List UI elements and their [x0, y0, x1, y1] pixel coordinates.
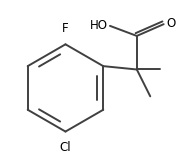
- Text: O: O: [166, 17, 175, 30]
- Text: F: F: [62, 22, 69, 35]
- Text: Cl: Cl: [60, 141, 71, 154]
- Text: HO: HO: [89, 18, 108, 32]
